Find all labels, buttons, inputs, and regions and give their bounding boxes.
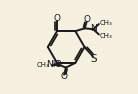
- Text: S: S: [91, 54, 97, 64]
- Text: O: O: [83, 15, 90, 24]
- Text: O: O: [60, 72, 67, 81]
- Text: N: N: [90, 24, 97, 33]
- Text: O: O: [55, 60, 62, 69]
- Text: NH: NH: [47, 60, 60, 69]
- Text: CH₃: CH₃: [100, 33, 112, 39]
- Text: CH₃: CH₃: [100, 20, 112, 26]
- Text: O: O: [54, 14, 61, 23]
- Text: CH₃: CH₃: [37, 62, 50, 68]
